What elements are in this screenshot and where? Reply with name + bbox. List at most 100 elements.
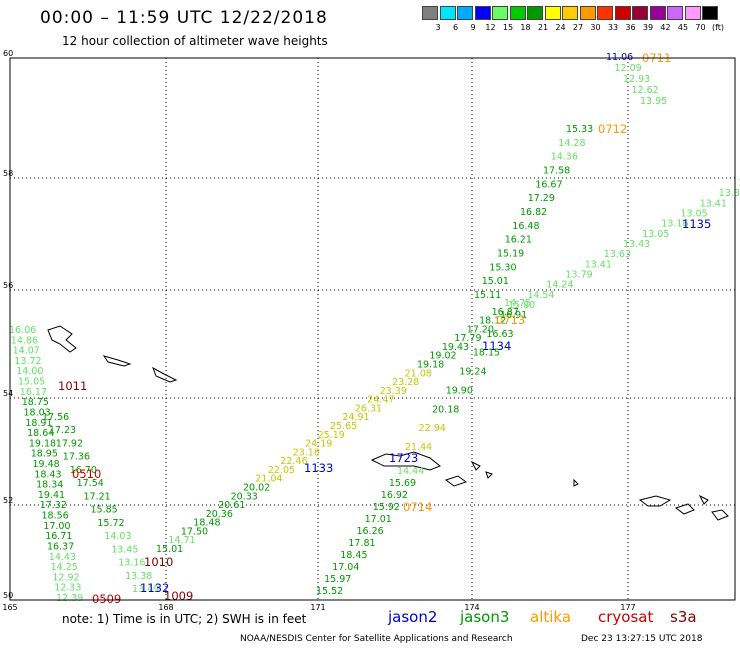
wave-height-label: 15.11 [474,290,501,301]
wave-height-label: 23.39 [380,386,407,397]
wave-height-label: 19.18 [417,360,444,371]
footer-credit: NOAA/NESDIS Center for Satellite Applica… [240,634,513,644]
wave-height-label: 18.91 [25,418,52,429]
wave-height-label: 12.93 [623,74,650,85]
color-swatch [527,6,543,20]
wave-height-label: 19.90 [446,385,473,396]
island-outline [47,325,77,353]
wave-height-label: 18.43 [34,469,61,480]
wave-height-label: 14.25 [51,562,78,573]
wave-height-label: 17.56 [42,412,69,423]
wave-height-label: 22.05 [268,465,295,476]
wave-height-label: 15.01 [156,544,183,555]
color-swatch [509,6,526,20]
track-0712: 15.33 14.28 14.36 17.58 16.67 17.29 16.82 16.48… [474,122,627,301]
wave-height-label: 14.24 [546,280,573,291]
wave-height-label: 21.08 [405,368,432,379]
wave-height-label: 14.43 [49,552,76,563]
latitude-label: 60 [3,49,13,58]
color-scale-label: 42 [660,23,671,32]
wave-height-label: 16.21 [505,235,532,246]
color-scale-label: 12 [485,23,496,32]
color-scale-label: 27 [572,23,584,32]
wave-height-label: 16.91 [500,310,527,321]
color-swatch [649,6,666,20]
color-scale-label: 45 [677,23,689,32]
color-scale-label: 30 [590,23,601,32]
color-swatch [579,6,596,20]
wave-height-label: 17.81 [348,538,375,549]
wave-height-label: 13.15 [738,178,740,189]
wave-height-label: 14.03 [104,531,131,542]
wave-height-label: 17.79 [454,333,481,344]
wave-height-label: 14.71 [168,535,195,546]
wave-height-label: 15.33 [566,124,593,135]
wave-height-label: 16.92 [381,490,408,501]
island-outline [698,494,709,505]
track-0713: 16.91 16.63 18.15 19.24 19.90 20.18 22.94 21.44… [405,310,527,453]
wave-height-label: 14.28 [558,138,585,149]
wave-height-label: 13.95 [640,96,667,107]
wave-height-label: 18.15 [473,348,500,359]
track-1133: 15.0114.7117.5018.4820.3620.6120.3320.02… [156,298,531,555]
wave-height-label: 13.41 [700,198,727,209]
color-swatch [439,6,456,20]
island-outline [102,355,132,367]
wave-height-label: 18.12 [479,316,506,327]
wave-height-label: 18.45 [340,550,367,561]
map-grid: 165 168 171 174 177 60 58 56 54 52 50 [2,49,735,612]
color-swatch [597,6,613,20]
track-1010: 1010 [144,555,173,569]
track-0509: 16.0614.8614.0713.7214.0015.0516.1718.75… [9,325,121,606]
wave-height-label: 17.20 [467,324,494,335]
map-frame [9,57,736,601]
wave-height-label: 19.43 [442,342,469,353]
latitude-label: 54 [3,389,13,398]
color-swatch [684,6,701,20]
latitude-label: 58 [3,169,13,178]
wave-height-label: 17.92 [56,439,83,450]
island-outline [711,509,729,521]
wave-height-label: 18.64 [27,428,54,439]
wave-height-label: 16.63 [486,329,513,340]
color-scale-label: 24 [555,23,566,32]
pass-time-label: 0509 [92,592,121,606]
wave-height-label: 12.62 [632,85,659,96]
color-swatch [702,6,718,20]
color-scale-label: 70 [695,23,706,32]
island-outline [370,451,441,471]
wave-height-label: 13.72 [14,356,41,367]
wave-height-label: 13.45 [111,544,138,555]
wave-height-label: 25.19 [318,430,345,441]
wave-height-label: 15.30 [489,262,516,273]
color-scale-label: 18 [520,23,531,32]
longitude-label: 177 [620,603,635,612]
wave-height-label: 13.63 [604,249,631,260]
wave-height-label: 16.71 [45,531,72,542]
wave-height-label: 16.67 [535,179,562,190]
wave-height-label: 19.02 [429,351,456,362]
wave-height-label: 13.16 [661,219,688,230]
color-swatch [457,6,473,20]
wave-height-label: 19.41 [38,490,65,501]
wave-height-label: 19.48 [33,459,60,470]
color-scale-label: 6 [452,23,459,32]
latitude-label: 56 [3,281,13,290]
wave-height-label: 18.34 [36,480,63,491]
color-swatch [632,6,648,20]
wave-height-label: 20.36 [206,509,233,520]
color-swatch [474,6,491,20]
wave-height-label: 17.32 [40,500,67,511]
track-0510: 17.56 17.23 17.92 17.36 16.70 17.54 17.21 15.85… [42,412,159,595]
wave-height-label: 16.82 [520,207,547,218]
legend-jason2: jason2 [388,608,438,626]
footer-timestamp: Dec 23 13:27:15 UTC 2018 [581,634,703,644]
wave-height-label: 15.52 [316,586,343,597]
longitude-label: 165 [2,603,17,612]
wave-height-label: 14.86 [11,335,38,346]
wave-height-label: 15.80 [508,300,535,311]
pass-time-label: 0510 [72,467,101,481]
wave-height-label: 15.01 [482,276,509,287]
color-swatch [562,6,578,20]
